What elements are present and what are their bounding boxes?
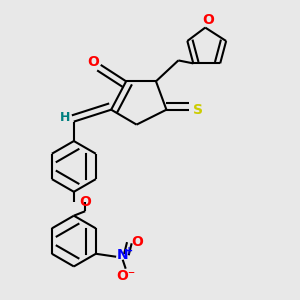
Text: S: S bbox=[194, 103, 203, 117]
Text: O: O bbox=[87, 55, 99, 69]
Text: O: O bbox=[79, 195, 91, 209]
Text: O: O bbox=[202, 13, 214, 27]
Text: N: N bbox=[117, 248, 128, 262]
Text: +: + bbox=[125, 246, 133, 256]
Text: O⁻: O⁻ bbox=[116, 268, 135, 283]
Text: H: H bbox=[60, 111, 70, 124]
Text: O: O bbox=[132, 235, 144, 249]
